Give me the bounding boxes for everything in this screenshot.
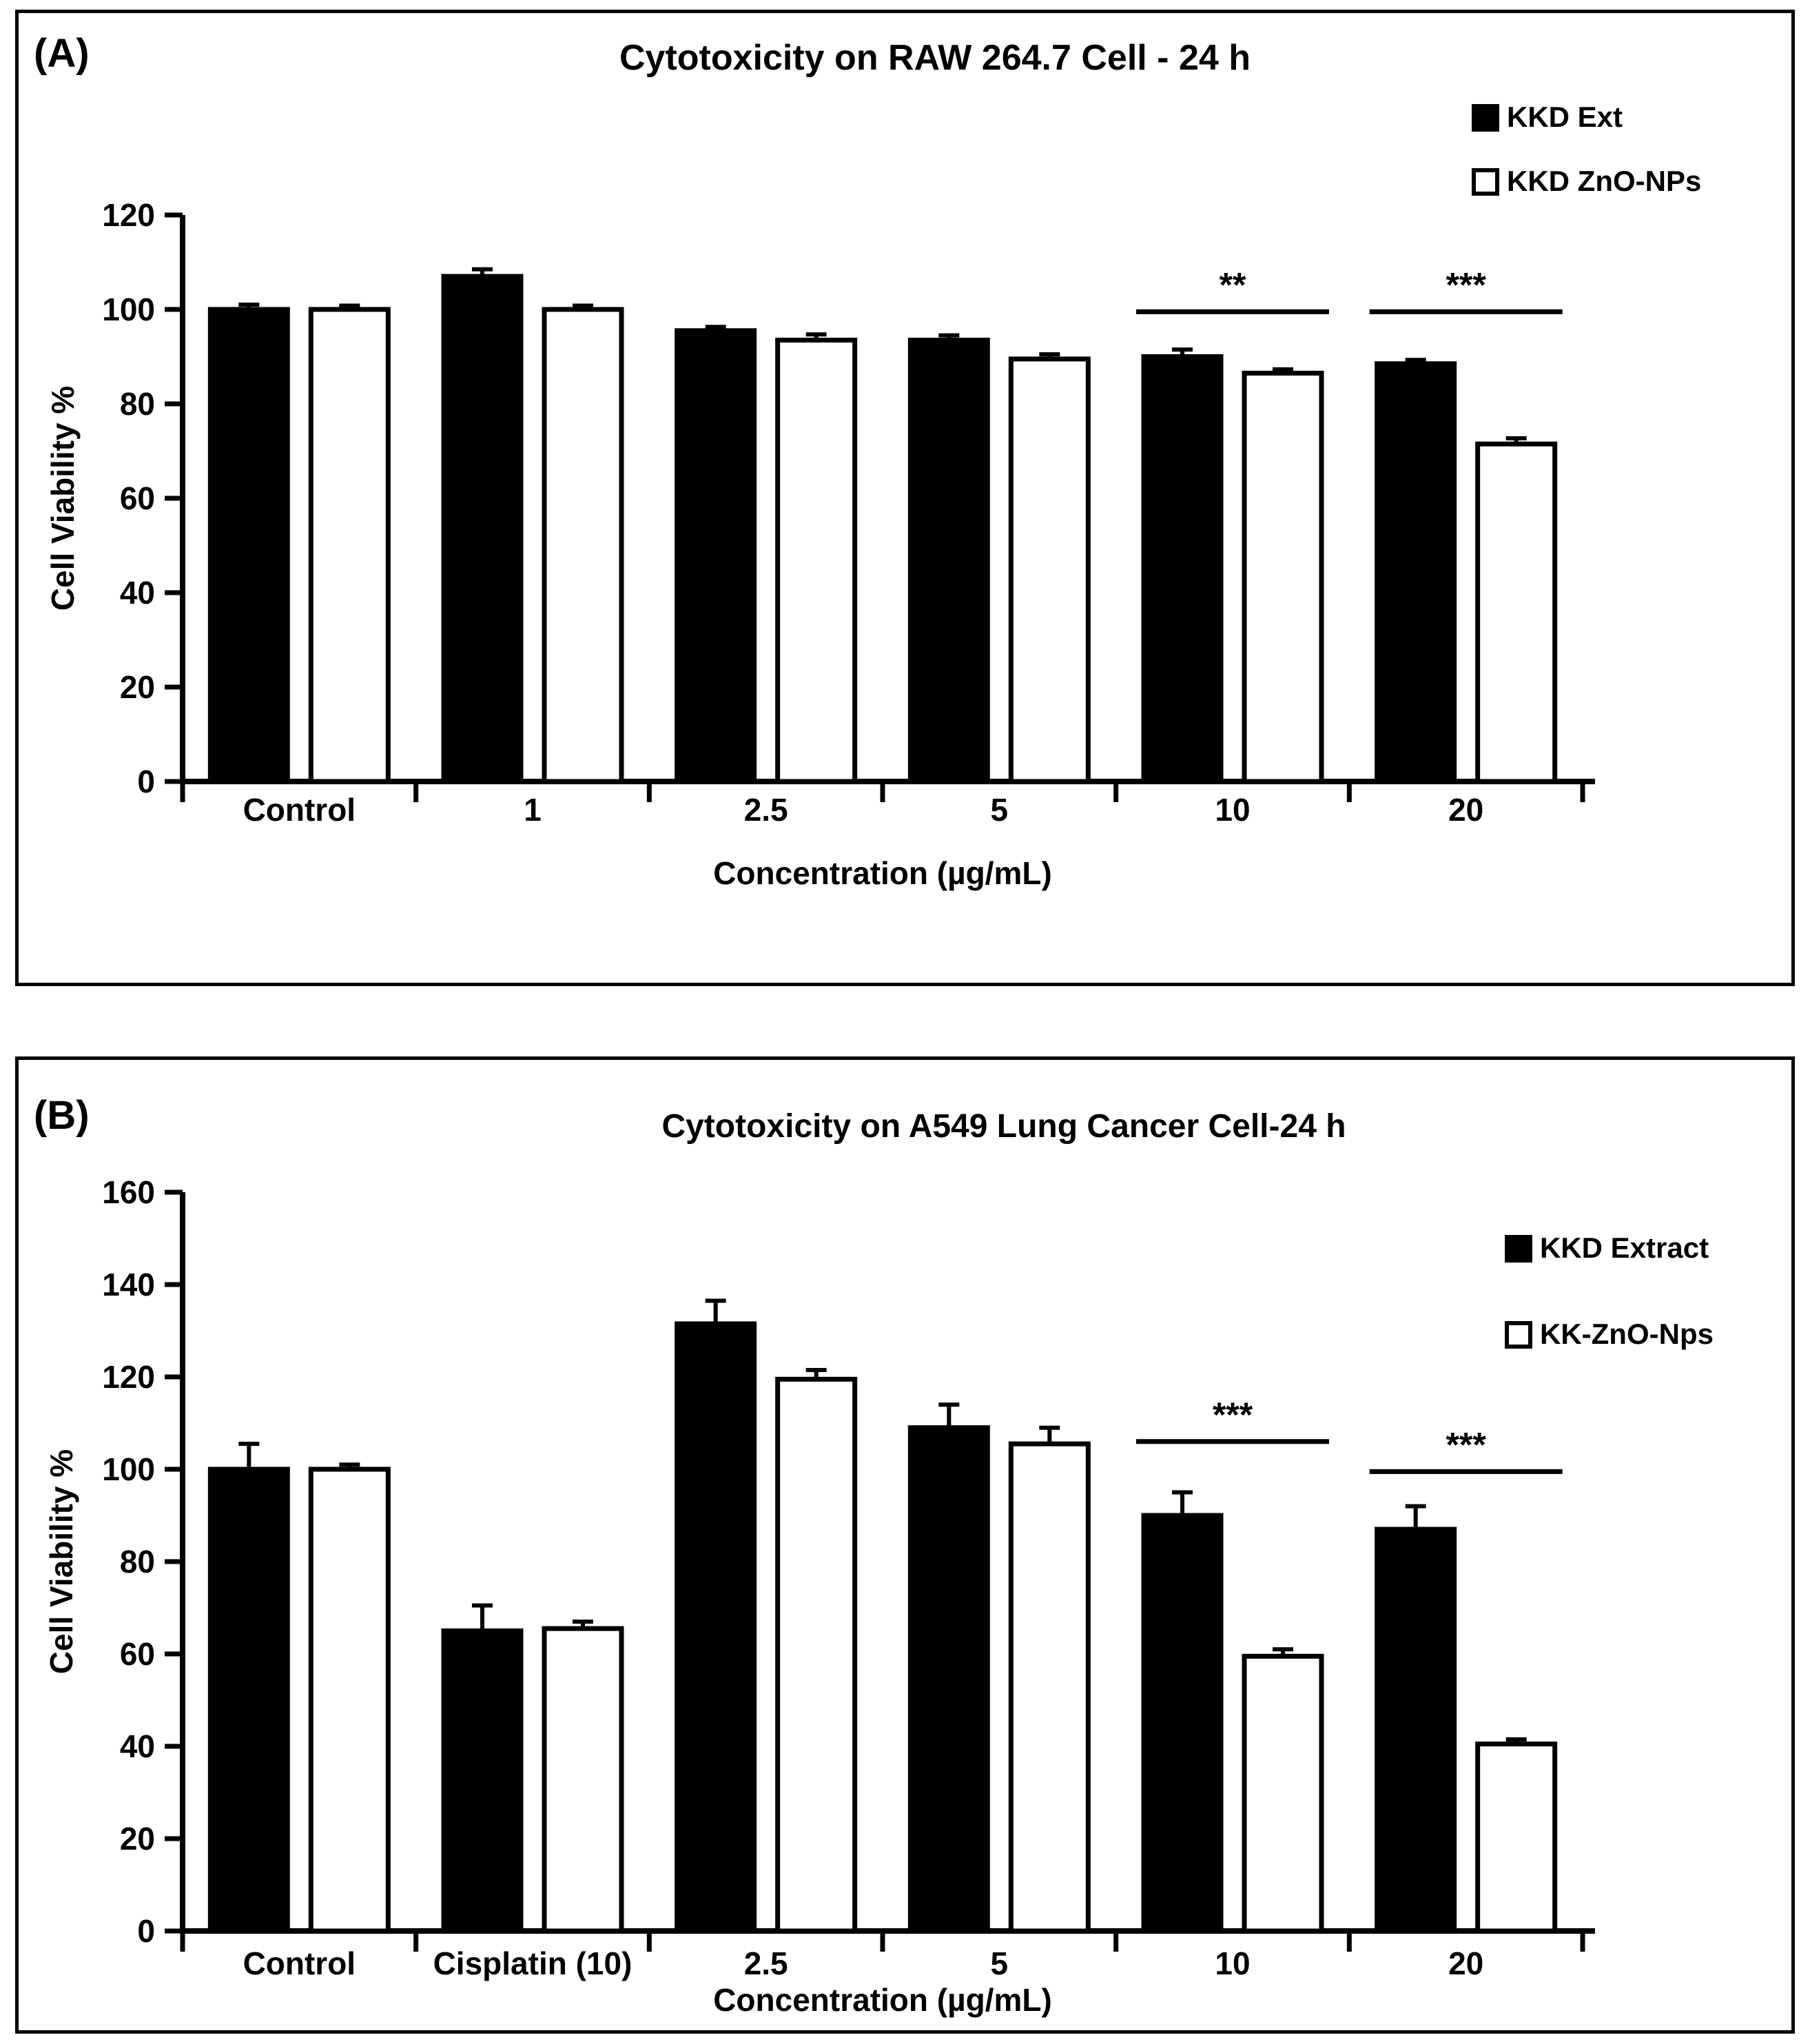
significance-stars: *** [1446,265,1486,304]
y-tick-label: 60 [120,480,155,516]
y-tick-label: 40 [120,1728,155,1764]
panel-label: (A) [34,31,90,76]
bar [1141,1513,1224,1934]
panel-b-cytotoxicity-a549: (B) Cytotoxicity on A549 Lung Cancer Cell… [15,1056,1795,2034]
bar [308,307,391,784]
bar [441,1628,524,1934]
x-category-label: Control [243,1945,356,1981]
x-category-label: 1 [524,792,542,828]
significance-stars: *** [1446,1425,1486,1464]
bar [775,1376,858,1934]
bar [1008,356,1091,784]
bar [207,1466,290,1934]
y-tick-label: 80 [120,1544,155,1580]
y-tick-label: 140 [102,1267,155,1302]
bar [675,328,757,784]
x-category-label: 2.5 [744,1945,788,1981]
x-category-label: 20 [1448,792,1483,828]
legend-label: KKD Ext [1507,101,1623,133]
bar [1008,1441,1091,1934]
x-category-label: 10 [1215,792,1250,828]
bar-chart-raw264: (A) Cytotoxicity on RAW 264.7 Cell - 24 h… [34,31,1701,891]
y-tick-label: 20 [120,669,155,705]
panel-a-cytotoxicity-raw264: (A) Cytotoxicity on RAW 264.7 Cell - 24 h… [15,10,1795,986]
bar [441,274,524,784]
bar [542,1626,624,1934]
bar [675,1321,757,1934]
bar [1475,441,1558,784]
y-tick-label: 0 [137,1913,155,1949]
y-tick-label: 160 [102,1174,155,1210]
legend-swatch-open-icon [1505,1321,1532,1349]
bar [308,1466,391,1934]
bar-chart-a549: (B) Cytotoxicity on A549 Lung Cancer Cell… [34,1093,1714,2018]
y-tick-label: 120 [102,197,155,233]
y-tick-label: 20 [120,1821,155,1857]
legend-label: KKD Extract [1540,1231,1709,1264]
bar [1242,370,1324,784]
x-category-label: 5 [991,1945,1009,1981]
significance-stars: ** [1220,265,1246,304]
legend-label: KK-ZnO-Nps [1540,1318,1714,1350]
bar [907,338,990,784]
y-tick-label: 80 [120,386,155,422]
y-tick-label: 100 [102,1451,155,1487]
x-axis-title: Concentration (µg/mL) [713,855,1052,891]
x-category-label: Cisplatin (10) [433,1945,633,1981]
y-tick-label: 100 [102,292,155,327]
y-tick-label: 40 [120,575,155,611]
bar [1375,1526,1457,1934]
y-axis-title: Cell Viability % [43,1449,79,1674]
x-axis-title: Concentration (µg/mL) [713,1982,1052,2018]
legend-swatch-filled-icon [1472,104,1499,132]
significance-stars: *** [1213,1396,1253,1434]
x-category-label: Control [243,792,356,828]
x-category-label: 20 [1448,1945,1483,1981]
x-category-label: 10 [1215,1945,1250,1981]
bar [1475,1741,1558,1934]
bar [1141,354,1224,784]
y-axis-title: Cell Viability % [45,386,81,611]
y-tick-label: 120 [102,1359,155,1395]
bar [207,307,290,784]
bar [907,1425,990,1934]
bar [775,338,858,784]
chart-title: Cytotoxicity on RAW 264.7 Cell - 24 h [619,38,1251,78]
chart-title: Cytotoxicity on A549 Lung Cancer Cell-24… [661,1108,1346,1145]
x-category-label: 5 [991,792,1009,828]
x-category-label: 2.5 [744,792,788,828]
bar [1242,1653,1324,1934]
y-tick-label: 60 [120,1636,155,1672]
legend-label: KKD ZnO-NPs [1507,165,1701,197]
legend-swatch-open-icon [1472,168,1499,196]
bar [542,307,624,784]
legend-swatch-filled-icon [1505,1235,1532,1263]
y-tick-label: 0 [137,764,155,799]
panel-label: (B) [34,1093,90,1138]
bar [1375,361,1457,784]
